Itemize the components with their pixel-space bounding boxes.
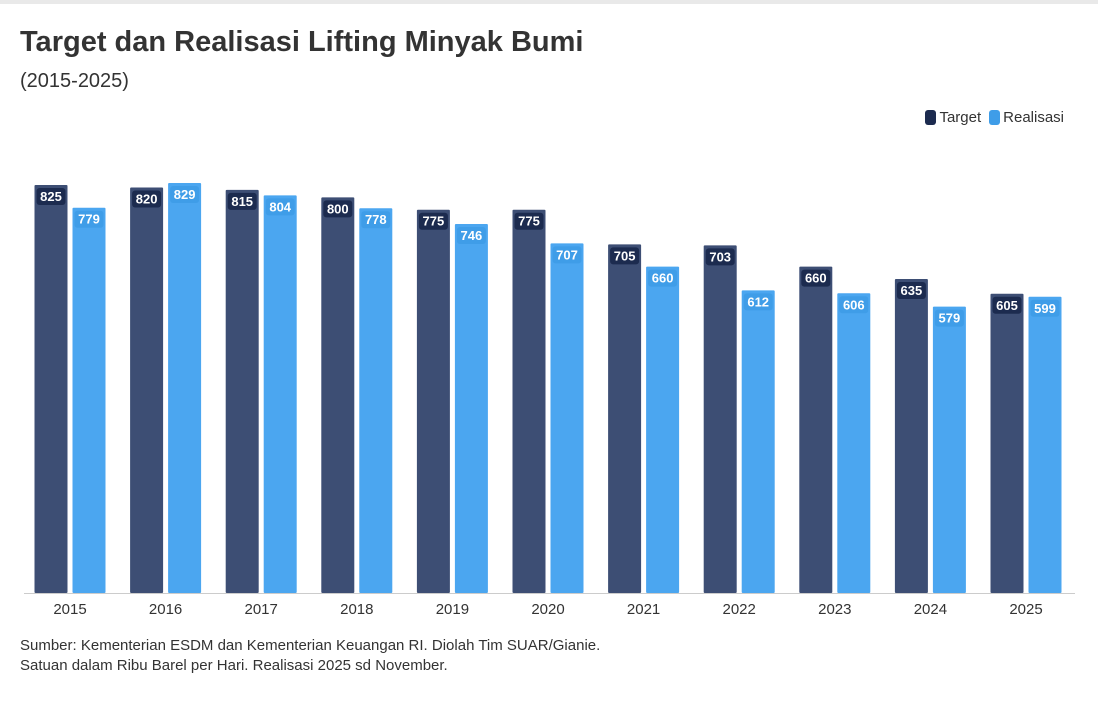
bar-realisasi-2015: [72, 207, 106, 594]
data-label-target-2015: 825: [40, 189, 62, 204]
bar-target-2015: [34, 184, 68, 594]
data-label-bg-target-2025: [992, 296, 1022, 314]
data-label-target-2017: 815: [231, 194, 253, 209]
data-label-bg-realisasi-2022: [743, 293, 773, 311]
x-tick-label-2015: 2015: [53, 601, 86, 618]
data-label-bg-realisasi-2025: [1030, 299, 1060, 317]
data-label-target-2024: 635: [901, 283, 923, 298]
data-label-bg-target-2018: [323, 200, 353, 218]
legend-item-realisasi[interactable]: Realisasi: [989, 109, 1064, 126]
bar-realisasi-2021: [646, 266, 680, 593]
bar-realisasi-2020: [550, 243, 584, 593]
data-label-bg-target-2019: [418, 212, 448, 230]
data-label-realisasi-2015: 779: [78, 212, 100, 227]
legend-item-target[interactable]: Target: [925, 109, 981, 126]
chart-title: Target dan Realisasi Lifting Minyak Bumi: [20, 26, 584, 58]
data-label-bg-realisasi-2016: [170, 186, 200, 203]
x-tick-label-2021: 2021: [627, 601, 660, 618]
x-tick-label-2018: 2018: [340, 601, 373, 618]
unit-note: Satuan dalam Ribu Barel per Hari. Realis…: [20, 657, 448, 674]
data-label-realisasi-2017: 804: [269, 199, 291, 214]
bar-target-2018: [321, 197, 355, 593]
bar-realisasi-2022: [741, 290, 775, 593]
data-label-realisasi-2018: 778: [365, 212, 387, 227]
bar-target-2017: [225, 189, 259, 593]
bar-target-2022: [703, 245, 737, 593]
data-label-target-2016: 820: [136, 191, 158, 206]
source-note: Sumber: Kementerian ESDM dan Kementerian…: [20, 637, 601, 654]
bar-realisasi-2017: [263, 195, 297, 593]
legend: Target Realisasi: [917, 109, 1064, 126]
legend-label-target: Target: [939, 109, 982, 126]
bar-target-2020: [512, 209, 546, 593]
x-tick-label-2016: 2016: [149, 601, 182, 618]
bar-realisasi-2016: [168, 183, 202, 593]
legend-swatch-realisasi: [989, 110, 1001, 125]
data-label-realisasi-2025: 599: [1034, 301, 1056, 316]
data-label-bg-target-2024: [896, 281, 926, 299]
bar-realisasi-2025: [1028, 296, 1062, 593]
data-label-realisasi-2021: 660: [652, 271, 674, 286]
x-tick-label-2023: 2023: [818, 601, 851, 618]
data-label-target-2018: 800: [327, 201, 349, 216]
data-label-bg-realisasi-2023: [839, 296, 869, 314]
data-label-bg-target-2023: [801, 269, 831, 287]
data-label-bg-realisasi-2024: [934, 309, 964, 327]
bar-target-2023: [799, 266, 833, 593]
data-label-target-2020: 775: [518, 214, 540, 229]
x-tick-label-2017: 2017: [245, 601, 278, 618]
data-label-bg-realisasi-2019: [456, 227, 486, 245]
data-label-realisasi-2016: 829: [174, 187, 196, 202]
data-label-bg-realisasi-2020: [552, 246, 582, 264]
bar-target-2025: [990, 293, 1024, 593]
data-label-target-2025: 605: [996, 298, 1018, 313]
chart-subtitle: (2015-2025): [20, 70, 129, 92]
data-label-bg-target-2021: [610, 247, 640, 265]
data-label-bg-realisasi-2015: [74, 210, 104, 228]
top-border: [0, 0, 1098, 4]
data-label-bg-realisasi-2017: [265, 198, 295, 216]
data-label-bg-target-2017: [227, 192, 257, 210]
x-tick-label-2024: 2024: [914, 601, 947, 618]
x-tick-label-2025: 2025: [1009, 601, 1042, 618]
legend-label-realisasi: Realisasi: [1003, 109, 1064, 126]
data-label-realisasi-2023: 606: [843, 297, 865, 312]
data-label-realisasi-2020: 707: [556, 247, 578, 262]
bar-target-2019: [416, 209, 450, 593]
bar-realisasi-2018: [359, 208, 393, 594]
data-label-bg-target-2020: [514, 212, 544, 230]
data-label-realisasi-2022: 612: [747, 294, 769, 309]
data-label-bg-target-2015: [36, 187, 66, 205]
bar-realisasi-2023: [837, 293, 871, 593]
data-label-bg-target-2022: [705, 248, 735, 266]
bar-target-2021: [608, 244, 642, 593]
data-label-target-2022: 703: [709, 249, 731, 264]
legend-swatch-target: [925, 110, 937, 125]
footer: Sumber: Kementerian ESDM dan Kementerian…: [20, 636, 600, 676]
bar-realisasi-2024: [932, 306, 966, 593]
data-label-target-2021: 705: [614, 248, 636, 263]
data-label-bg-realisasi-2021: [648, 269, 678, 287]
data-label-bg-target-2016: [132, 190, 162, 208]
bar-target-2024: [894, 278, 928, 593]
x-tick-label-2022: 2022: [723, 601, 756, 618]
data-label-bg-realisasi-2018: [361, 211, 391, 229]
data-label-target-2019: 775: [423, 214, 445, 229]
x-tick-label-2019: 2019: [436, 601, 469, 618]
bar-target-2016: [130, 187, 164, 593]
data-label-realisasi-2024: 579: [939, 311, 961, 326]
data-label-realisasi-2019: 746: [461, 228, 483, 243]
bar-realisasi-2019: [454, 224, 488, 594]
x-tick-label-2020: 2020: [531, 601, 564, 618]
data-label-target-2023: 660: [805, 271, 827, 286]
